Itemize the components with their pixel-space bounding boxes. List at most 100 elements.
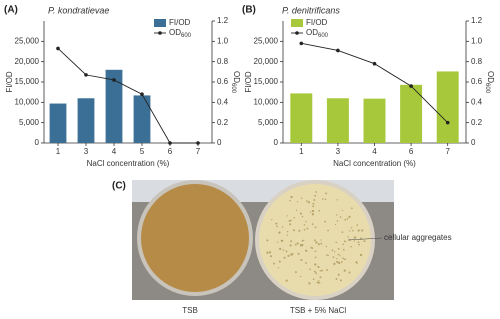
speck	[342, 243, 344, 246]
speck	[300, 258, 303, 261]
speck	[273, 262, 275, 265]
speck	[316, 281, 319, 284]
speck	[309, 211, 312, 213]
x-tick-label: 5	[140, 147, 145, 156]
bar	[363, 98, 386, 143]
y-axis-title: FI/OD	[5, 71, 14, 93]
speck	[344, 218, 347, 221]
bar	[436, 71, 459, 143]
speck	[357, 229, 360, 232]
y2-tick-label: 0.8	[217, 57, 229, 66]
speck	[299, 275, 302, 278]
speck	[309, 268, 311, 271]
speck	[339, 216, 342, 218]
legend-label: OD600	[169, 28, 192, 38]
y2-tick-label: 0.6	[217, 77, 229, 86]
speck	[315, 191, 318, 193]
panel-label: (C)	[112, 181, 126, 192]
point	[409, 84, 413, 88]
speck	[293, 216, 296, 219]
speck	[327, 229, 329, 232]
y-tick-label: 5,000	[258, 118, 279, 127]
point	[196, 141, 200, 145]
speck	[289, 223, 292, 226]
point	[84, 73, 88, 77]
speck	[287, 254, 290, 257]
speck	[342, 248, 345, 251]
y-tick-label: 10,000	[15, 97, 40, 106]
x-tick-label: 4	[112, 147, 117, 156]
speck	[302, 239, 305, 242]
speck	[308, 282, 311, 285]
speck	[318, 281, 321, 284]
point	[56, 46, 60, 51]
speck	[338, 261, 341, 265]
speck	[312, 202, 315, 205]
speck	[333, 251, 336, 253]
y-tick-label: 0	[274, 138, 279, 147]
speck	[310, 246, 312, 248]
x-tick-label: 6	[409, 147, 414, 156]
speck	[305, 200, 308, 202]
annotation: cellular aggregates	[384, 233, 452, 242]
speck	[289, 199, 291, 202]
speck	[337, 247, 340, 250]
y2-tick-label: 1.2	[471, 16, 483, 25]
speck	[277, 267, 280, 269]
speck	[325, 192, 328, 195]
speck	[266, 251, 269, 254]
speck	[312, 278, 315, 281]
y-tick-label: 25,000	[15, 36, 40, 45]
bar	[326, 98, 349, 143]
speck	[311, 213, 315, 216]
speck	[326, 269, 329, 271]
speck	[279, 247, 282, 251]
bar	[400, 84, 423, 143]
y2-axis-title-sub: 600	[230, 83, 236, 94]
speck	[337, 273, 340, 276]
photo-panel: (C) cellular aggregates TSB TSB + 5% NaC…	[112, 180, 452, 315]
speck	[363, 240, 366, 243]
plate-label: TSB	[182, 306, 198, 315]
x-tick-label: 1	[56, 147, 61, 156]
bar	[105, 69, 123, 143]
speck	[322, 198, 324, 200]
y-axis-title: FI/OD	[244, 71, 253, 93]
x-tick-label: 4	[372, 147, 377, 156]
speck	[336, 260, 339, 264]
speck	[297, 252, 300, 255]
speck	[269, 250, 271, 253]
line	[57, 48, 198, 144]
speck	[341, 209, 344, 211]
legend-label-sub: 600	[318, 33, 329, 39]
speck	[315, 272, 318, 275]
speck	[294, 271, 297, 273]
speck	[314, 250, 317, 253]
legend-swatch	[158, 31, 162, 35]
speck	[303, 224, 306, 226]
speck	[351, 207, 353, 210]
y2-tick-label: 0.4	[217, 97, 229, 106]
speck	[344, 258, 347, 261]
legend-label: OD600	[306, 28, 329, 38]
speck	[327, 254, 329, 256]
speck	[295, 209, 298, 211]
speck	[296, 201, 299, 203]
speck	[325, 245, 328, 248]
point	[299, 41, 304, 46]
speck	[306, 227, 309, 230]
point	[168, 141, 172, 145]
y2-axis-title-sub: 600	[484, 83, 490, 94]
bar	[133, 95, 151, 143]
x-axis-title: NaCl concentration (%)	[333, 159, 416, 168]
speck	[324, 198, 327, 201]
point	[372, 61, 377, 66]
legend-label-main: OD	[169, 28, 181, 37]
point	[445, 120, 450, 125]
panel-label: (B)	[242, 5, 256, 16]
legend-label-sub: 600	[181, 33, 192, 39]
legend-label: FI/OD	[169, 18, 191, 27]
speck	[298, 229, 301, 232]
y2-tick-label: 0.4	[471, 97, 483, 106]
